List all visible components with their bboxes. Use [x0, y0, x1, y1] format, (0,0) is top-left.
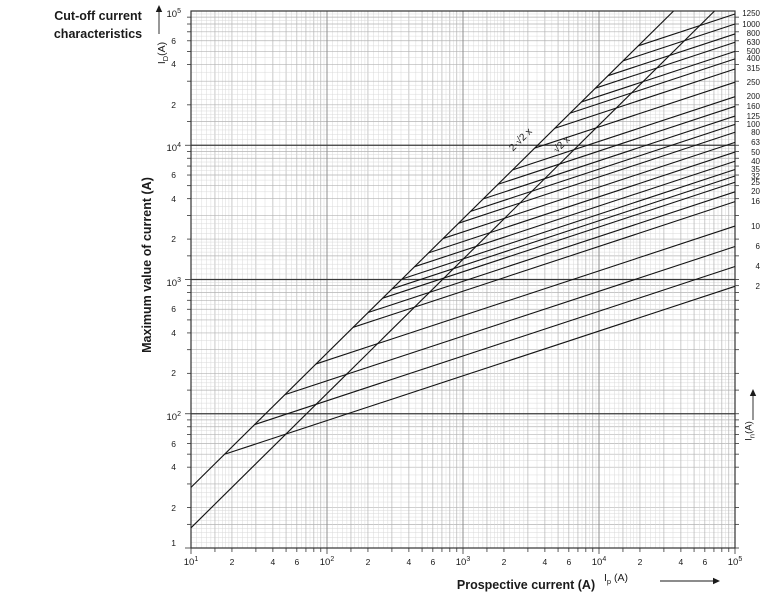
cutoff-curve-50	[428, 151, 736, 254]
cutoff-curve-315	[554, 68, 736, 129]
cutoff-curve-63	[443, 141, 736, 239]
cutoff-curve-10	[315, 225, 736, 365]
cutoff-curve-2	[224, 285, 736, 455]
cutoff-curve-40	[414, 160, 736, 268]
cutoff-curve-630	[595, 41, 736, 89]
cutoff-curve-25	[382, 181, 736, 299]
cutoff-curve-1250	[638, 13, 736, 47]
cutoff-curve-32	[391, 175, 736, 290]
cutoff-curve-125	[483, 115, 736, 200]
cutoff-curve-160	[497, 105, 736, 185]
cutoff-curve-200	[512, 96, 736, 171]
cutoff-curve-800	[607, 33, 736, 77]
cutoff-curve-16	[352, 201, 736, 328]
cutoff-curve-80	[458, 131, 736, 224]
cutoff-curve-6	[284, 246, 736, 396]
cutoff-curve-250	[534, 81, 736, 149]
cutoff-curve-20	[367, 191, 736, 314]
cutoff-curve-35	[401, 168, 736, 280]
cutoff-curve-4	[254, 265, 736, 426]
cutoff-curve-500	[581, 50, 736, 103]
cutoff-curve-1000	[622, 23, 736, 62]
cutoff-curve-100	[470, 123, 736, 212]
cutoff-curve-400	[569, 58, 736, 114]
